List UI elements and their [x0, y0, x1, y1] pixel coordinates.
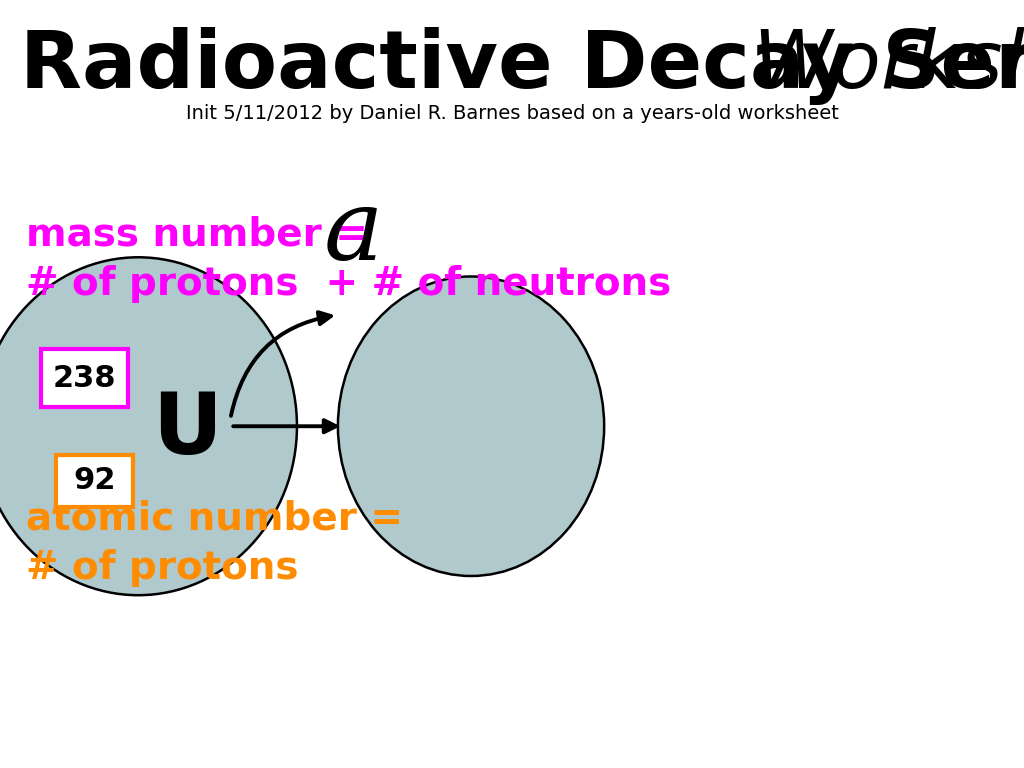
- Ellipse shape: [338, 276, 604, 576]
- Text: Init 5/11/2012 by Daniel R. Barnes based on a years-old worksheet: Init 5/11/2012 by Daniel R. Barnes based…: [185, 104, 839, 123]
- Text: mass number =: mass number =: [26, 215, 368, 253]
- Text: Radioactive Decay Series: Radioactive Decay Series: [20, 27, 1024, 105]
- Text: U: U: [153, 389, 222, 472]
- FancyBboxPatch shape: [56, 455, 133, 507]
- Ellipse shape: [0, 257, 297, 595]
- FancyBboxPatch shape: [41, 349, 128, 407]
- Text: Worksheet: Worksheet: [753, 27, 1024, 105]
- Text: # of protons: # of protons: [26, 549, 298, 587]
- Text: 92: 92: [74, 466, 116, 495]
- Text: a: a: [324, 185, 383, 280]
- Text: # of protons  + # of neutrons: # of protons + # of neutrons: [26, 265, 671, 303]
- Text: 238: 238: [52, 364, 117, 392]
- Text: atomic number =: atomic number =: [26, 499, 402, 537]
